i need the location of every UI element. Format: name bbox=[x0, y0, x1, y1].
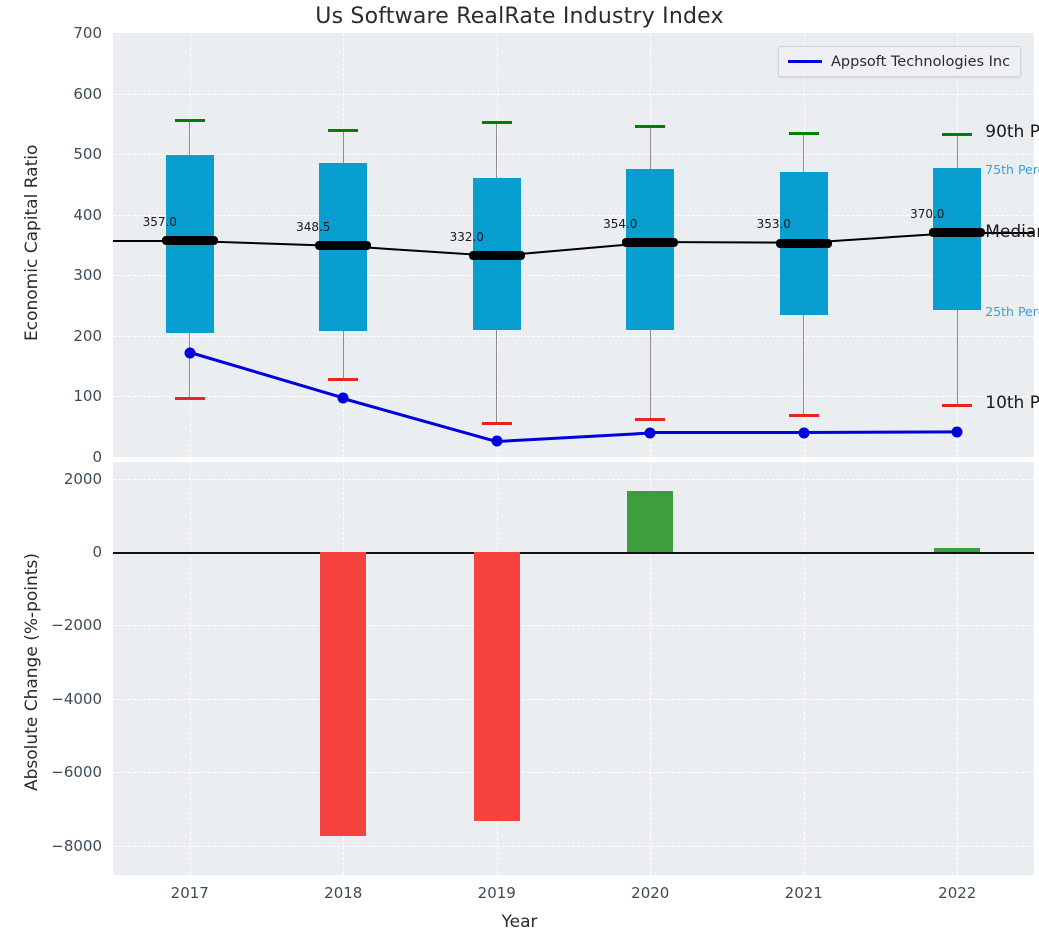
median-marker bbox=[315, 241, 372, 251]
median-marker bbox=[161, 236, 218, 246]
company-data-point bbox=[184, 347, 196, 359]
company-data-point bbox=[798, 427, 810, 439]
x-axis-label: Year bbox=[501, 912, 538, 932]
company-data-point bbox=[491, 435, 503, 447]
bottom-gridline-y bbox=[113, 625, 1034, 627]
chart-title: Us Software RealRate Industry Index bbox=[315, 4, 724, 29]
legend-line-swatch bbox=[788, 60, 822, 63]
legend-label: Appsoft Technologies Inc bbox=[831, 53, 1011, 70]
interquartile-box bbox=[626, 169, 675, 330]
percentile-90-cap bbox=[174, 119, 205, 122]
percentile-10-cap bbox=[788, 413, 819, 417]
median-marker bbox=[775, 238, 832, 248]
annotation-75th-percentile: 75th Percentile bbox=[985, 162, 1039, 178]
median-marker bbox=[929, 228, 986, 238]
top-y-tick-label: 300 bbox=[73, 266, 102, 285]
bottom-y-tick-label: −6000 bbox=[51, 763, 102, 782]
change-bar bbox=[320, 551, 367, 837]
top-y-tick-label: 400 bbox=[73, 205, 102, 224]
percentile-10-cap bbox=[942, 403, 973, 407]
interquartile-box bbox=[933, 168, 982, 311]
percentile-10-cap bbox=[635, 418, 666, 422]
top-gridline-y bbox=[113, 275, 1034, 277]
legend[interactable]: Appsoft Technologies Inc bbox=[778, 46, 1022, 77]
median-value-label: 353.0 bbox=[756, 217, 791, 232]
median-value-label: 332.0 bbox=[449, 229, 484, 244]
percentile-10-cap bbox=[481, 422, 512, 426]
median-value-label: 354.0 bbox=[603, 216, 638, 231]
median-marker bbox=[468, 251, 525, 261]
percentile-90-cap bbox=[635, 125, 666, 129]
annotation-10th-percentile: 10th Percentile bbox=[985, 392, 1039, 413]
company-line-segment bbox=[650, 431, 804, 435]
percentile-90-cap bbox=[328, 128, 359, 132]
x-tick-label: 2019 bbox=[477, 884, 516, 902]
annotation-median: Median bbox=[985, 221, 1039, 242]
percentile-90-cap bbox=[481, 121, 512, 125]
top-y-tick-label: 700 bbox=[73, 24, 102, 42]
top-y-tick-label: 0 bbox=[92, 448, 102, 466]
top-y-tick-label: 600 bbox=[73, 84, 102, 103]
median-value-label: 370.0 bbox=[910, 206, 945, 221]
bottom-y-tick-label: −8000 bbox=[51, 836, 102, 855]
change-bar bbox=[934, 548, 981, 552]
annotation-25th-percentile: 25th Percentile bbox=[985, 304, 1039, 320]
top-panel-plot-area bbox=[113, 33, 1034, 458]
bottom-y-tick-label: −4000 bbox=[51, 689, 102, 708]
percentile-10-cap bbox=[174, 397, 205, 401]
top-gridline-y bbox=[113, 457, 1034, 458]
bottom-y-tick-label: −2000 bbox=[51, 616, 102, 635]
median-value-label: 357.0 bbox=[142, 214, 177, 229]
bottom-gridline-y bbox=[113, 698, 1034, 700]
top-y-axis-label: Economic Capital Ratio bbox=[22, 144, 42, 341]
top-y-tick-label: 500 bbox=[73, 145, 102, 164]
percentile-90-cap bbox=[788, 132, 819, 136]
change-bar bbox=[627, 490, 674, 552]
zero-baseline bbox=[113, 551, 1034, 554]
company-data-point bbox=[951, 426, 963, 438]
bottom-gridline-y bbox=[113, 845, 1034, 847]
median-connector bbox=[957, 231, 1034, 235]
bottom-gridline-x bbox=[803, 462, 805, 875]
top-gridline-y bbox=[113, 154, 1034, 156]
percentile-90-cap bbox=[942, 132, 973, 136]
median-connector bbox=[113, 239, 190, 242]
annotation-90th-percentile: 90th Percentile bbox=[985, 121, 1039, 142]
x-tick-label: 2017 bbox=[170, 884, 209, 902]
bottom-panel-plot-area bbox=[113, 462, 1034, 875]
x-tick-label: 2022 bbox=[938, 884, 977, 902]
top-gridline-y bbox=[113, 214, 1034, 216]
median-marker bbox=[622, 238, 679, 248]
company-data-point bbox=[337, 392, 349, 404]
company-data-point bbox=[644, 427, 656, 439]
bottom-gridline-x bbox=[189, 462, 191, 875]
bottom-y-axis-label: Absolute Change (%-points) bbox=[22, 552, 42, 791]
bottom-gridline-x bbox=[957, 462, 959, 875]
change-bar bbox=[473, 551, 520, 821]
top-gridline-y bbox=[113, 396, 1034, 398]
bottom-gridline-x bbox=[650, 462, 652, 875]
top-gridline-y bbox=[113, 93, 1034, 95]
bottom-gridline-y bbox=[113, 772, 1034, 774]
bottom-y-tick-label: 0 bbox=[92, 542, 102, 561]
bottom-gridline-y bbox=[113, 478, 1034, 480]
percentile-10-cap bbox=[328, 378, 359, 382]
bottom-y-tick-label: 2000 bbox=[63, 469, 102, 488]
x-tick-label: 2020 bbox=[631, 884, 670, 902]
x-tick-label: 2021 bbox=[784, 884, 823, 902]
top-y-tick-label: 200 bbox=[73, 326, 102, 345]
top-gridline-y bbox=[113, 335, 1034, 337]
x-tick-label: 2018 bbox=[324, 884, 363, 902]
median-value-label: 348.5 bbox=[296, 219, 331, 234]
top-y-tick-label: 100 bbox=[73, 387, 102, 406]
